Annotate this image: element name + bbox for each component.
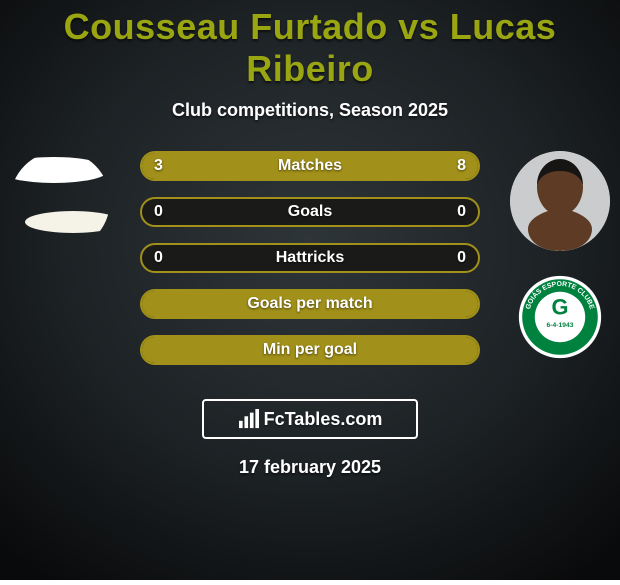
stat-value-left: 0: [154, 203, 163, 221]
stat-value-right: 8: [457, 157, 466, 175]
page-title: Cousseau Furtado vs Lucas Ribeiro: [0, 0, 620, 90]
svg-text:6-4-1943: 6-4-1943: [547, 322, 574, 329]
club-crest-icon: G 6-4-1943 GOIÁS ESPORTE CLUBE: [518, 275, 602, 359]
brand-box: FcTables.com: [202, 399, 418, 439]
right-player-column: G 6-4-1943 GOIÁS ESPORTE CLUBE: [500, 151, 620, 359]
left-player-avatar: [10, 151, 110, 251]
left-player-column: [0, 151, 120, 251]
left-avatar-placeholder-shape: [25, 211, 110, 233]
stat-pill: 0 0 Hattricks: [140, 243, 480, 273]
stat-value-right: 0: [457, 249, 466, 267]
brand-text: FcTables.com: [264, 409, 383, 430]
stat-label: Goals: [288, 203, 332, 221]
stat-label: Min per goal: [263, 341, 357, 359]
left-avatar-placeholder-shape: [10, 157, 109, 183]
stat-value-left: 3: [154, 157, 163, 175]
stat-value-left: 0: [154, 249, 163, 267]
stat-pill: 3 8 Matches: [140, 151, 480, 181]
stat-pill: 0 0 Goals: [140, 197, 480, 227]
svg-text:G: G: [552, 294, 569, 319]
stat-value-right: 0: [457, 203, 466, 221]
right-player-avatar: [510, 151, 610, 251]
stat-pill: Goals per match: [140, 289, 480, 319]
date-text: 17 february 2025: [0, 457, 620, 478]
stat-pill-list: 3 8 Matches 0 0 Goals 0 0 Hattricks Goals per mat…: [140, 151, 480, 365]
bar-chart-icon: [238, 409, 260, 429]
stats-area: G 6-4-1943 GOIÁS ESPORTE CLUBE 3 8 Matches…: [0, 151, 620, 391]
right-player-club-badge: G 6-4-1943 GOIÁS ESPORTE CLUBE: [518, 275, 602, 359]
page-subtitle: Club competitions, Season 2025: [0, 100, 620, 121]
person-icon: [510, 151, 610, 251]
stat-label: Hattricks: [276, 249, 344, 267]
pill-fill-right: [234, 153, 478, 179]
stat-label: Goals per match: [247, 295, 372, 313]
stat-label: Matches: [278, 157, 342, 175]
comparison-card: Cousseau Furtado vs Lucas Ribeiro Club c…: [0, 0, 620, 580]
stat-pill: Min per goal: [140, 335, 480, 365]
